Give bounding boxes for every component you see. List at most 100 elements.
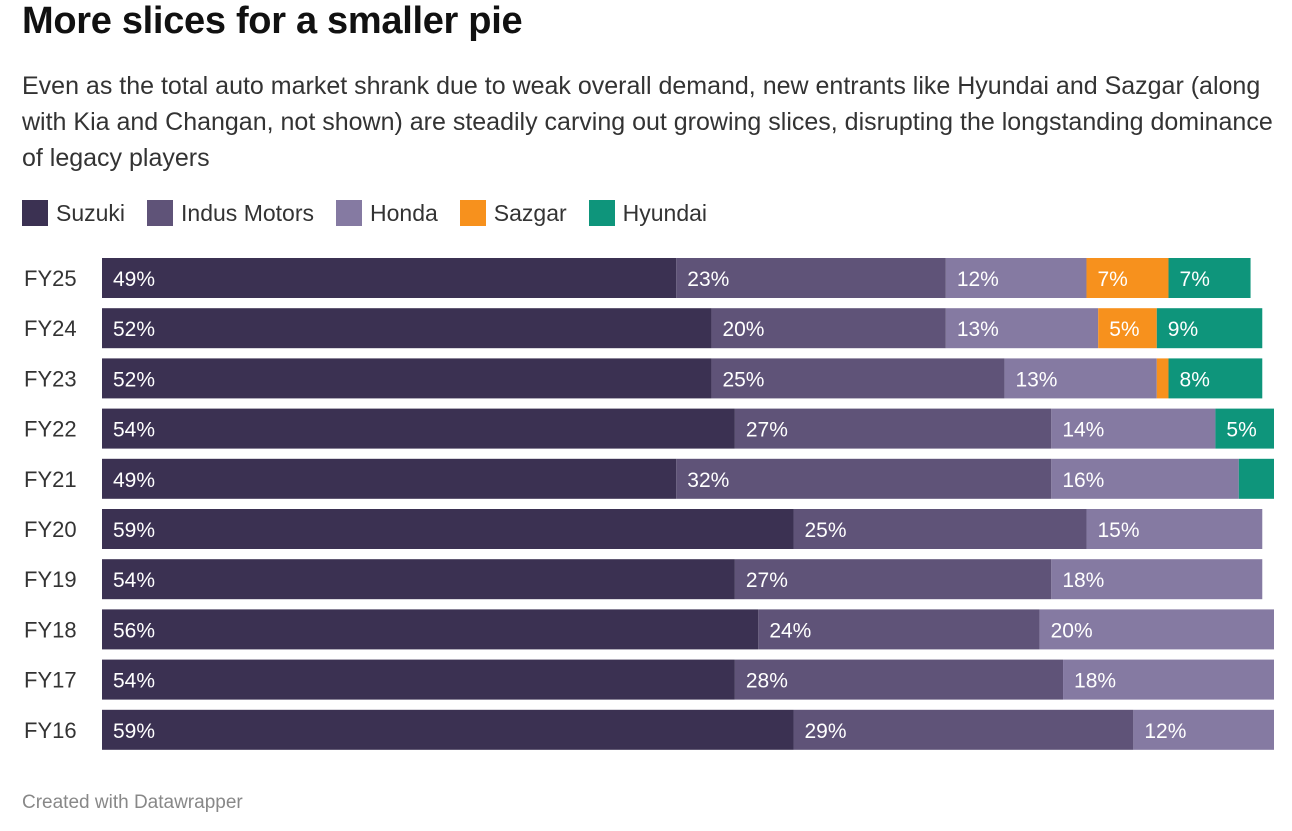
legend-swatch-sazgar bbox=[459, 200, 486, 226]
legend-swatch-indus-motors bbox=[147, 200, 174, 226]
bar-segment-indus-motors-fy19 bbox=[734, 559, 1052, 600]
data-label-indus-motors-fy17: 28% bbox=[746, 670, 788, 693]
category-label-fy22: FY22 bbox=[24, 417, 77, 442]
data-label-sazgar-fy24: 5% bbox=[1109, 318, 1139, 341]
data-label-hyundai-fy25: 7% bbox=[1180, 268, 1210, 291]
data-label-suzuki-fy18: 56% bbox=[113, 619, 155, 642]
bar-segment-indus-motors-fy20 bbox=[793, 509, 1087, 549]
bar-segment-honda-fy21 bbox=[1051, 458, 1239, 499]
bar-segment-suzuki-fy19 bbox=[102, 559, 735, 600]
legend: Suzuki Indus Motors Honda Sazgar Hyundai bbox=[22, 197, 729, 229]
data-label-indus-motors-fy20: 25% bbox=[804, 519, 846, 542]
bar-segment-suzuki-fy17 bbox=[102, 659, 735, 700]
bar-segment-hyundai-fy22 bbox=[1215, 408, 1274, 449]
data-label-indus-motors-fy19: 27% bbox=[746, 569, 788, 592]
category-label-fy16: FY16 bbox=[24, 718, 77, 743]
bar-segment-suzuki-fy24 bbox=[102, 308, 712, 349]
data-label-suzuki-fy21: 49% bbox=[113, 469, 155, 492]
bar-segment-honda-fy16 bbox=[1133, 709, 1274, 750]
bar-segment-indus-motors-fy21 bbox=[676, 458, 1052, 499]
data-label-honda-fy17: 18% bbox=[1074, 670, 1116, 693]
data-label-suzuki-fy25: 49% bbox=[113, 268, 155, 291]
data-label-honda-fy23: 13% bbox=[1015, 368, 1057, 391]
bar-segment-hyundai-fy23 bbox=[1168, 358, 1263, 399]
legend-label-suzuki: Suzuki bbox=[56, 199, 126, 226]
bar-segment-honda-fy23 bbox=[1004, 358, 1157, 399]
bar-segment-indus-motors-fy18 bbox=[758, 609, 1040, 650]
data-label-honda-fy21: 16% bbox=[1062, 469, 1104, 492]
bar-segment-suzuki-fy22 bbox=[102, 408, 735, 449]
data-label-indus-motors-fy16: 29% bbox=[804, 720, 846, 743]
bar-segment-honda-fy20 bbox=[1086, 509, 1263, 549]
legend-swatch-honda bbox=[336, 200, 362, 226]
legend-item-sazgar: Sazgar bbox=[459, 199, 567, 227]
bar-segment-sazgar-fy24 bbox=[1098, 308, 1157, 349]
bar-segment-indus-motors-fy23 bbox=[711, 358, 1005, 399]
bar-segment-hyundai-fy21 bbox=[1238, 458, 1274, 499]
data-label-honda-fy20: 15% bbox=[1097, 519, 1139, 542]
data-label-indus-motors-fy21: 32% bbox=[687, 469, 729, 492]
data-label-sazgar-fy25: 7% bbox=[1097, 268, 1127, 291]
legend-label-sazgar: Sazgar bbox=[493, 199, 567, 226]
legend-swatch-hyundai bbox=[588, 200, 615, 226]
bar-segment-indus-motors-fy24 bbox=[711, 308, 946, 349]
bar-segment-indus-motors-fy22 bbox=[734, 408, 1052, 449]
category-label-fy25: FY25 bbox=[24, 266, 77, 291]
data-label-hyundai-fy24: 9% bbox=[1168, 318, 1198, 341]
data-label-indus-motors-fy18: 24% bbox=[769, 619, 811, 642]
data-label-honda-fy19: 18% bbox=[1062, 569, 1104, 592]
bar-segment-honda-fy22 bbox=[1051, 408, 1216, 449]
bar-segment-honda-fy19 bbox=[1051, 559, 1263, 600]
chart-title: More slices for a smaller pie bbox=[22, 0, 523, 42]
legend-label-honda: Honda bbox=[370, 199, 438, 226]
category-label-fy20: FY20 bbox=[24, 517, 77, 542]
footer-credit: Created with Datawrapper bbox=[22, 792, 243, 813]
legend-item-suzuki: Suzuki bbox=[22, 200, 125, 227]
category-label-fy18: FY18 bbox=[24, 617, 77, 642]
legend-swatch-suzuki bbox=[22, 200, 48, 226]
data-label-suzuki-fy19: 54% bbox=[113, 569, 155, 592]
bar-segment-suzuki-fy16 bbox=[102, 709, 794, 750]
bar-segment-honda-fy18 bbox=[1039, 609, 1274, 650]
data-label-hyundai-fy23: 8% bbox=[1180, 368, 1210, 391]
category-label-fy19: FY19 bbox=[24, 567, 77, 592]
data-label-indus-motors-fy23: 25% bbox=[722, 368, 764, 391]
bar-segment-sazgar-fy25 bbox=[1086, 258, 1169, 298]
bar-segment-suzuki-fy18 bbox=[102, 609, 759, 650]
legend-label-indus-motors: Indus Motors bbox=[181, 199, 314, 226]
data-label-indus-motors-fy24: 20% bbox=[722, 318, 764, 341]
data-label-suzuki-fy20: 59% bbox=[113, 519, 155, 542]
data-label-indus-motors-fy25: 23% bbox=[687, 268, 729, 291]
bar-segment-indus-motors-fy25 bbox=[676, 258, 946, 298]
data-label-suzuki-fy22: 54% bbox=[113, 419, 155, 442]
chart-subtitle: Even as the total auto market shrank due… bbox=[22, 72, 1273, 172]
data-label-indus-motors-fy22: 27% bbox=[746, 419, 788, 442]
data-label-suzuki-fy24: 52% bbox=[113, 318, 155, 341]
bar-segment-hyundai-fy25 bbox=[1168, 258, 1251, 298]
data-label-honda-fy25: 12% bbox=[957, 268, 999, 291]
data-label-hyundai-fy22: 5% bbox=[1226, 419, 1256, 442]
bar-segment-honda-fy24 bbox=[945, 308, 1099, 349]
legend-label-hyundai: Hyundai bbox=[622, 199, 708, 226]
bar-segment-hyundai-fy24 bbox=[1156, 308, 1263, 349]
data-label-suzuki-fy23: 52% bbox=[113, 368, 155, 391]
legend-item-honda: Honda bbox=[336, 200, 438, 227]
data-label-honda-fy18: 20% bbox=[1051, 619, 1093, 642]
bar-segment-suzuki-fy21 bbox=[102, 458, 677, 499]
bar-segment-suzuki-fy20 bbox=[102, 509, 794, 549]
bar-segment-suzuki-fy23 bbox=[102, 358, 712, 399]
bar-segment-indus-motors-fy17 bbox=[734, 659, 1064, 700]
bar-segment-honda-fy25 bbox=[945, 258, 1087, 298]
bar-segment-suzuki-fy25 bbox=[102, 258, 677, 298]
category-label-fy24: FY24 bbox=[24, 316, 77, 341]
category-label-fy17: FY17 bbox=[24, 668, 77, 693]
data-label-suzuki-fy17: 54% bbox=[113, 670, 155, 693]
bar-segment-sazgar-fy23 bbox=[1156, 358, 1169, 399]
legend-item-indus-motors: Indus Motors bbox=[147, 200, 314, 227]
data-label-honda-fy22: 14% bbox=[1062, 419, 1104, 442]
data-label-honda-fy16: 12% bbox=[1144, 720, 1186, 743]
category-label-fy21: FY21 bbox=[24, 467, 77, 492]
category-label-fy23: FY23 bbox=[24, 366, 77, 391]
bar-segment-honda-fy17 bbox=[1063, 659, 1274, 700]
